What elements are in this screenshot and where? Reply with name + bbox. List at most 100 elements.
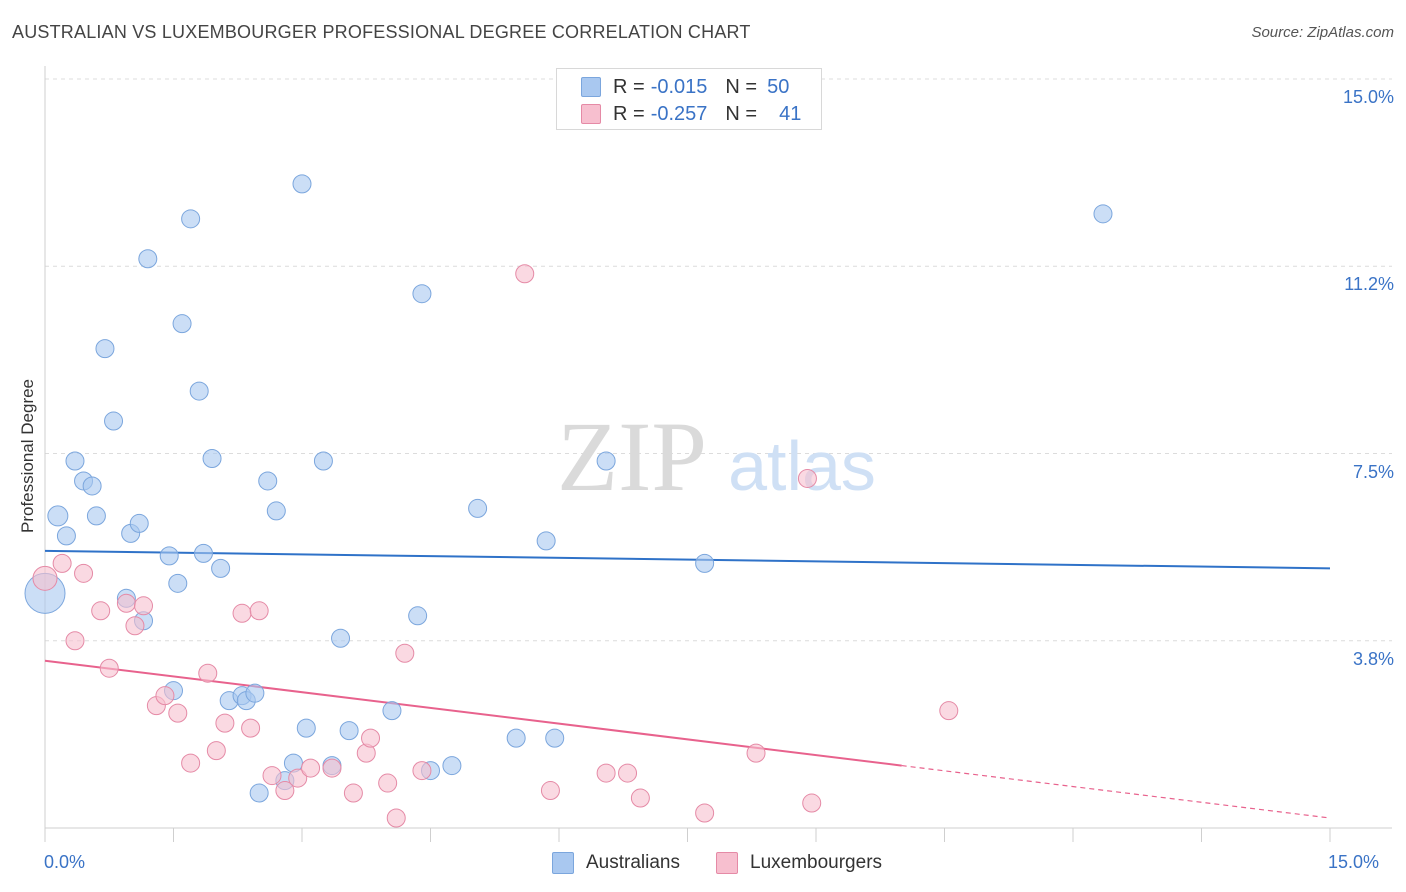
x-tick-min: 0.0% <box>44 852 86 872</box>
data-point <box>395 643 415 663</box>
legend-swatch-luxembourgers <box>581 104 601 124</box>
bottom-legend-australians: Australians <box>552 852 680 874</box>
data-point <box>116 593 136 613</box>
legend-r-label: R = <box>613 102 645 125</box>
data-point <box>515 264 535 284</box>
data-point <box>159 546 179 566</box>
y-tick-label: 7.5% <box>1352 461 1394 482</box>
data-point <box>258 471 278 491</box>
data-point <box>198 663 218 683</box>
legend-r-value: -0.015 <box>650 75 708 98</box>
data-point <box>746 743 766 763</box>
data-point <box>695 803 715 823</box>
data-point <box>331 628 351 648</box>
data-point <box>206 741 226 761</box>
data-point <box>125 616 145 636</box>
data-point <box>630 788 650 808</box>
watermark-zip: ZIP <box>557 401 707 512</box>
legend-n-label: N = <box>725 102 758 125</box>
bottom-legend-swatch-australians <box>552 852 574 874</box>
data-point <box>618 763 638 783</box>
data-point <box>382 701 402 721</box>
data-point <box>82 476 102 496</box>
data-point <box>408 606 428 626</box>
data-point <box>292 174 312 194</box>
legend-n-value: 41 <box>779 102 802 125</box>
data-point <box>95 339 115 359</box>
data-point <box>266 501 286 521</box>
data-point <box>168 573 188 593</box>
data-point <box>52 553 72 573</box>
data-point <box>412 284 432 304</box>
data-point <box>32 565 58 591</box>
data-point <box>378 773 398 793</box>
data-point <box>695 553 715 573</box>
data-point <box>301 758 321 778</box>
data-point <box>104 411 124 431</box>
bottom-legend-label-luxembourgers: Luxembourgers <box>750 852 883 873</box>
data-point <box>797 468 817 488</box>
watermark: ZIP atlas <box>557 401 876 512</box>
x-tick-max: 15.0% <box>1328 852 1380 872</box>
bottom-legend-label-australians: Australians <box>586 852 680 873</box>
data-point <box>138 249 158 269</box>
source-label: Source: ZipAtlas.com <box>1251 24 1394 41</box>
data-point <box>540 781 560 801</box>
grid-layer <box>45 78 1392 642</box>
data-point <box>343 783 363 803</box>
y-tick-label: 15.0% <box>1342 87 1394 107</box>
data-point <box>288 768 308 788</box>
data-point <box>249 601 269 621</box>
data-point <box>232 603 252 623</box>
legend-n-value: 50 <box>767 75 790 98</box>
legend-n-label: N = <box>725 75 758 98</box>
data-point <box>56 526 76 546</box>
data-point <box>193 543 213 563</box>
data-point <box>91 601 111 621</box>
data-point <box>545 728 565 748</box>
data-point <box>536 531 556 551</box>
data-point <box>155 686 175 706</box>
data-point <box>262 766 282 786</box>
data-point <box>802 793 822 813</box>
data-point <box>442 756 462 776</box>
data-point <box>596 451 616 471</box>
data-point <box>86 506 106 526</box>
legend-swatch-australians <box>581 77 601 97</box>
data-point <box>202 448 222 468</box>
y-tick-label: 11.2% <box>1344 274 1394 295</box>
data-point <box>249 783 269 803</box>
legend-row-australians: R = -0.015 N = 50 <box>581 75 789 99</box>
data-point <box>939 701 959 721</box>
bottom-legend-swatch-luxembourgers <box>716 852 738 874</box>
trend-layer <box>44 549 1331 819</box>
data-point <box>386 808 406 828</box>
data-point <box>74 563 94 583</box>
data-point <box>172 314 192 334</box>
data-point <box>339 721 359 741</box>
data-point <box>245 683 265 703</box>
data-point <box>65 631 85 651</box>
data-point <box>275 781 295 801</box>
trend-line-extension <box>901 764 1331 819</box>
data-point <box>596 763 616 783</box>
data-point <box>506 728 526 748</box>
axis-layer <box>44 66 1392 842</box>
data-point <box>181 753 201 773</box>
data-point <box>181 209 201 229</box>
data-point <box>65 451 85 471</box>
data-point <box>412 761 432 781</box>
bottom-legend-luxembourgers: Luxembourgers <box>716 852 882 874</box>
data-point <box>211 558 231 578</box>
legend-row-luxembourgers: R = -0.257 N = 41 <box>581 102 801 126</box>
y-tick-label: 3.8% <box>1352 648 1394 669</box>
data-point <box>47 505 69 527</box>
legend-r-label: R = <box>613 75 645 98</box>
data-point <box>241 718 261 738</box>
data-point <box>322 758 342 778</box>
watermark-atlas: atlas <box>728 427 876 505</box>
chart-title: AUSTRALIAN VS LUXEMBOURGER PROFESSIONAL … <box>12 22 751 42</box>
data-point <box>189 381 209 401</box>
point-layer <box>24 174 1113 828</box>
